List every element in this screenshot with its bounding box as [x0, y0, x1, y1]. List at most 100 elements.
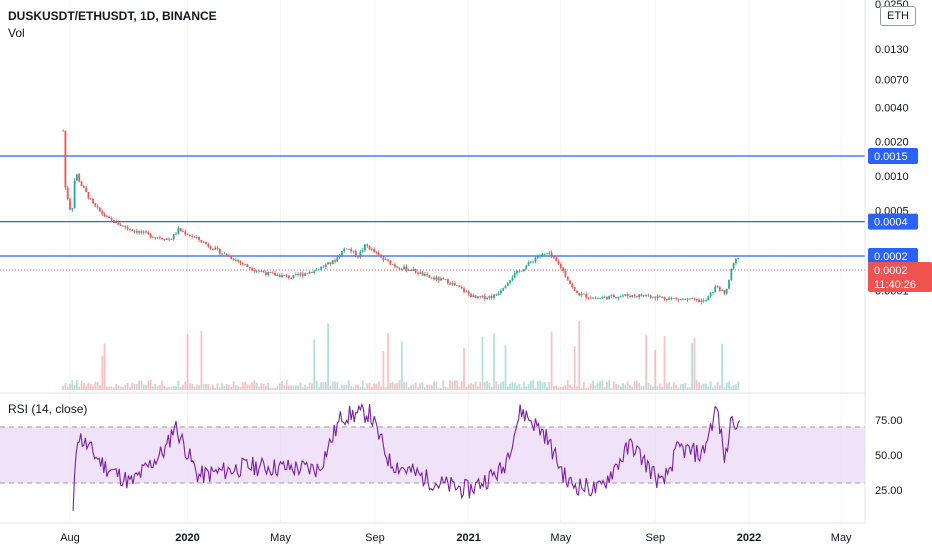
time-axis[interactable]: Aug 2020 May Sep 2021 May Sep 2022 May — [60, 532, 852, 544]
candle-body — [511, 277, 514, 281]
countdown-label: 11:40:26 — [874, 279, 916, 291]
volume-bar — [675, 384, 677, 390]
candle-body — [292, 274, 295, 279]
volume-bar — [370, 386, 373, 390]
volume-bar — [99, 385, 101, 390]
volume-bar — [723, 387, 726, 390]
candle-body — [274, 272, 276, 276]
volume-bar — [520, 387, 523, 390]
time-tick-label: May — [550, 532, 571, 544]
candle-body — [285, 275, 288, 277]
price-tag-bg — [868, 248, 918, 264]
volume-bar — [246, 384, 249, 390]
price-tag-label: 0.0002 — [874, 251, 908, 263]
volume-bar — [458, 386, 461, 390]
candle-body — [350, 248, 353, 252]
candle-body — [99, 207, 101, 212]
volume-bar — [354, 384, 357, 390]
volume-bar — [258, 386, 260, 390]
volume-bar — [608, 380, 611, 390]
volume-bar — [276, 385, 279, 390]
volume-bar — [64, 383, 67, 390]
volume-bar — [184, 381, 187, 390]
candle-body — [237, 259, 240, 262]
candle-body — [142, 231, 145, 233]
candle-body — [156, 237, 159, 239]
volume-bar — [373, 383, 376, 390]
volume-bar — [338, 387, 341, 390]
volume-bar — [133, 383, 136, 390]
candle-body — [730, 268, 733, 280]
volume-bar — [251, 382, 253, 390]
volume-bar — [502, 381, 505, 390]
candle-body — [534, 258, 537, 262]
candle-body — [417, 272, 419, 274]
price-tag-label: 0.0004 — [874, 217, 908, 229]
candle-body — [585, 294, 588, 298]
candle-body — [357, 255, 359, 258]
candle-body — [253, 270, 256, 272]
candle-body — [158, 237, 161, 239]
candle-body — [115, 221, 117, 224]
volume-bar — [175, 386, 177, 390]
volume-bar — [465, 386, 468, 390]
volume-bar — [188, 383, 191, 390]
candle-body — [449, 283, 452, 285]
candle-body — [313, 270, 316, 273]
volume-bar — [66, 387, 69, 390]
price-tick-label: 0.0130 — [875, 44, 909, 56]
volume-bar — [665, 383, 668, 390]
volume-bar — [553, 385, 555, 390]
volume-bar — [525, 386, 528, 390]
candle-body — [458, 285, 461, 288]
volume-bar — [103, 343, 106, 390]
volume-bar — [479, 381, 482, 390]
price-axis[interactable]: 0.0250 0.0130 0.0070 0.0040 0.0020 0.0010 0.00… — [875, 0, 909, 297]
volume-bar — [725, 382, 728, 390]
volume-bar — [403, 382, 406, 390]
volume-bar — [663, 336, 666, 390]
candle-body — [557, 261, 560, 265]
volume-bar — [260, 382, 263, 390]
volume-bar — [493, 333, 495, 390]
volume-bar — [688, 387, 691, 390]
candle-body — [359, 251, 362, 258]
candle-body — [509, 280, 512, 283]
volume-bar — [672, 382, 675, 390]
volume-bar — [119, 386, 122, 390]
volume-bar — [239, 387, 242, 390]
candle-body — [481, 295, 484, 298]
candle-body — [543, 253, 546, 255]
candle-body — [493, 294, 495, 298]
candle-body — [101, 211, 104, 214]
candle-body — [465, 291, 468, 293]
rsi-band — [0, 426, 865, 484]
candle-body — [76, 174, 78, 181]
volume-bar — [615, 383, 618, 390]
volume-bar — [400, 341, 403, 390]
currency-button[interactable]: ETH — [880, 6, 916, 26]
volume-bar — [170, 386, 173, 390]
volume-bar — [534, 387, 537, 390]
volume-bar — [283, 385, 286, 390]
candle-body — [490, 295, 493, 298]
volume-bar — [235, 385, 237, 390]
rsi-axis[interactable]: 75.00 50.00 25.00 — [875, 415, 903, 497]
candle-body — [582, 293, 585, 295]
volume-bar — [129, 387, 131, 390]
candle-body — [64, 130, 67, 188]
rsi-tick-label: 50.00 — [875, 450, 903, 462]
volume-bar — [557, 387, 560, 390]
candle-body — [131, 229, 134, 231]
candle-body — [338, 256, 341, 258]
candle-body — [665, 298, 668, 301]
volume-bar — [317, 387, 320, 390]
volume-bar — [619, 386, 622, 390]
rsi-tick-label: 25.00 — [875, 485, 903, 497]
candle-body — [527, 262, 530, 266]
volume-bar — [228, 385, 230, 390]
candle-body — [195, 236, 198, 238]
candle-body — [578, 293, 581, 296]
volume-bar — [198, 385, 200, 390]
